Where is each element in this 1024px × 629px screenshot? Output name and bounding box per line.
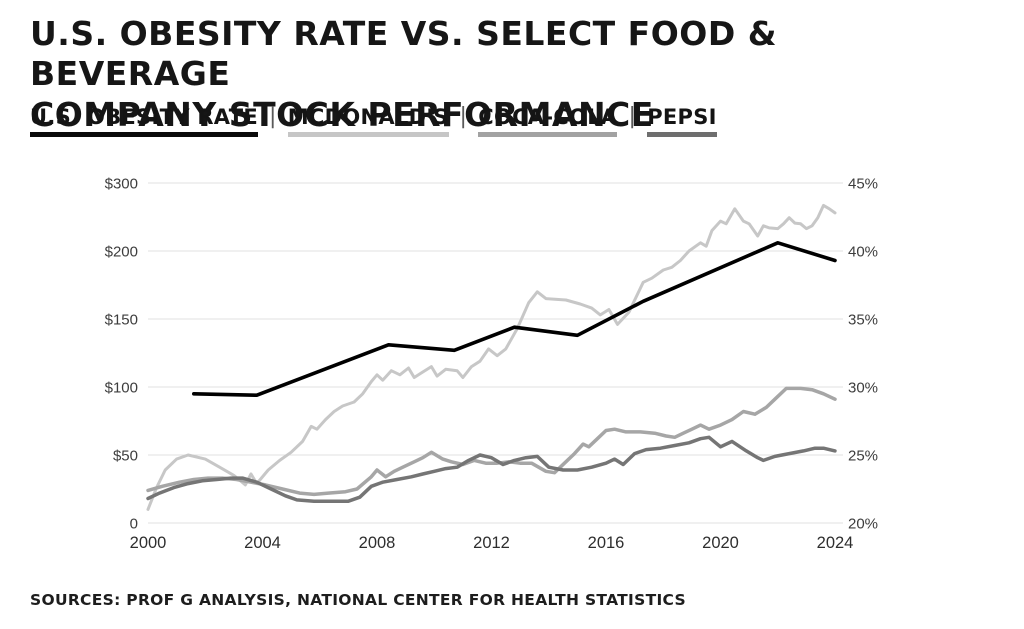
right-axis-tick: 20% xyxy=(848,516,878,533)
line-pepsi xyxy=(146,435,837,503)
x-axis-tick: 2024 xyxy=(817,534,854,552)
line-coca-cola xyxy=(146,386,837,497)
legend-separator: | xyxy=(628,104,637,129)
right-axis-tick: 25% xyxy=(848,448,878,465)
left-axis-tick: $200 xyxy=(105,244,138,261)
right-axis-tick: 45% xyxy=(848,176,878,193)
x-axis-tick: 2008 xyxy=(359,534,396,552)
line-u-s-obesity-rate xyxy=(192,241,837,397)
line-mcdonald-s xyxy=(146,203,837,511)
left-axis-tick: $100 xyxy=(105,380,138,397)
legend-item-pepsi: PEPSI xyxy=(647,105,717,137)
legend-separator: | xyxy=(459,104,468,129)
right-axis-tick: 30% xyxy=(848,380,878,397)
left-axis-tick: $300 xyxy=(105,176,138,193)
legend-separator: | xyxy=(269,104,277,129)
x-axis-tick: 2020 xyxy=(702,534,739,552)
legend: U.S. OBESITY RATE | MCDONALD'S | COCA-CO… xyxy=(30,104,717,137)
legend-item-obesity: U.S. OBESITY RATE xyxy=(30,105,258,137)
left-axis-tick: $150 xyxy=(105,312,138,329)
sources-note: SOURCES: PROF G ANALYSIS, NATIONAL CENTE… xyxy=(30,591,686,609)
legend-item-mcdonalds: MCDONALD'S xyxy=(287,105,449,137)
right-axis-tick: 40% xyxy=(848,244,878,261)
x-axis-tick: 2012 xyxy=(473,534,510,552)
chart-title-line1: U.S. OBESITY RATE VS. SELECT FOOD & BEVE… xyxy=(30,14,777,94)
left-axis-tick: $50 xyxy=(113,448,138,465)
x-axis-tick: 2016 xyxy=(588,534,625,552)
left-axis-tick: 0 xyxy=(130,516,138,533)
right-axis-tick: 35% xyxy=(848,312,878,329)
x-axis-tick: 2004 xyxy=(244,534,281,552)
chart-title-line2: COMPANY STOCK PERFORMANCE xyxy=(30,94,654,134)
x-axis-tick: 2000 xyxy=(130,534,167,552)
chart-title: U.S. OBESITY RATE VS. SELECT FOOD & BEVE… xyxy=(30,14,970,135)
legend-item-cocacola: COCA-COLA xyxy=(478,105,618,137)
